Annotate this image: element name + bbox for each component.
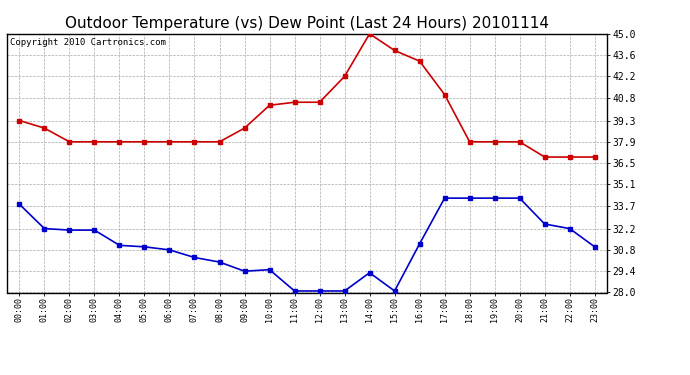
Text: Copyright 2010 Cartronics.com: Copyright 2010 Cartronics.com <box>10 38 166 46</box>
Title: Outdoor Temperature (vs) Dew Point (Last 24 Hours) 20101114: Outdoor Temperature (vs) Dew Point (Last… <box>65 16 549 31</box>
